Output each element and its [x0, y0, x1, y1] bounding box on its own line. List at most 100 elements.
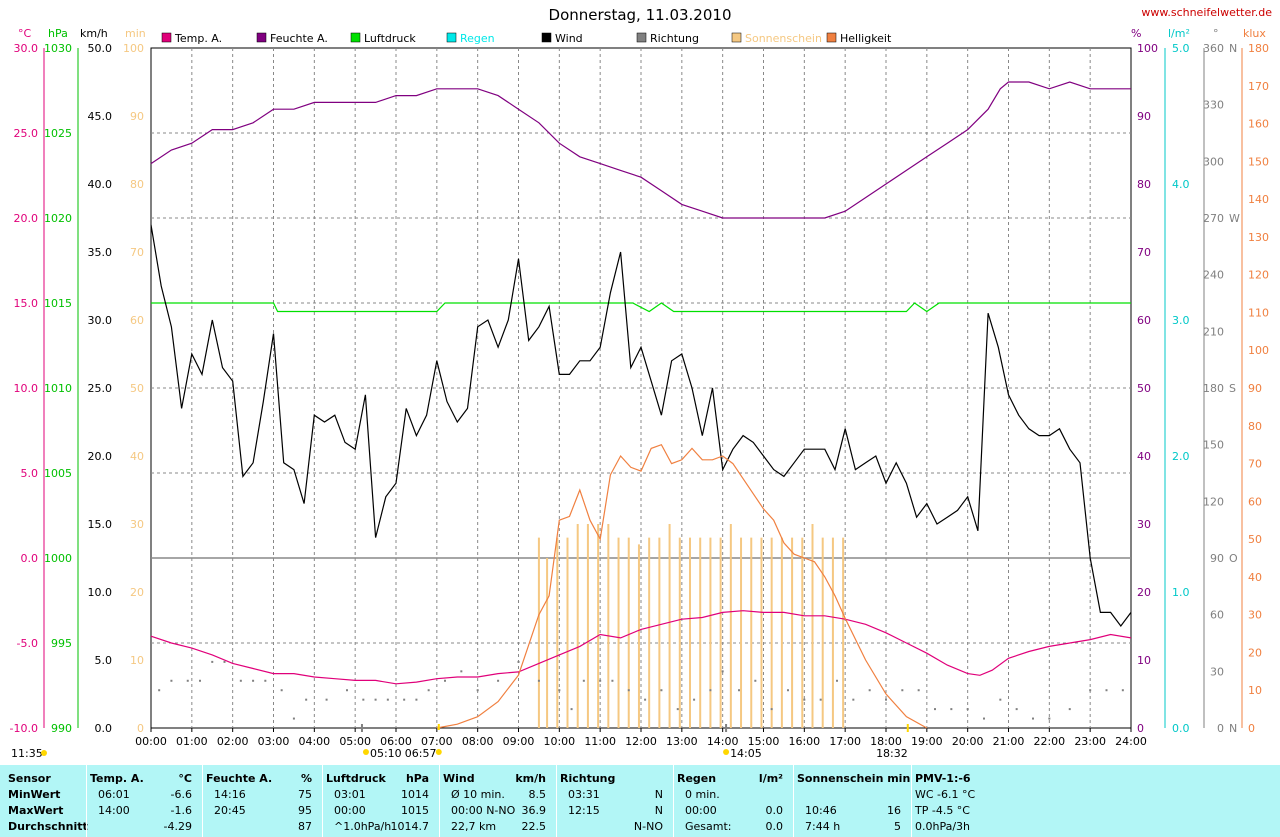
legend-item-label: Feuchte A.	[270, 32, 328, 45]
direction-point	[644, 698, 647, 701]
first-sun-icon	[435, 749, 442, 755]
x-tick-label: 22:00	[1033, 735, 1065, 748]
legend-swatch	[731, 32, 742, 43]
pressure-tick-label: 1015	[44, 297, 72, 310]
legend-item-label: Richtung	[650, 32, 699, 45]
brightness-tick-label: 110	[1248, 306, 1269, 319]
direction-tick-label: 60	[1210, 609, 1224, 622]
footer-cell-value: 87	[298, 820, 312, 833]
sunshine-tick-label: 100	[123, 42, 144, 55]
direction-point	[362, 698, 365, 701]
footer-cell-time: 00:00	[334, 804, 366, 817]
footer-cell-time: Gesamt:	[685, 820, 732, 833]
x-tick-label: 21:00	[993, 735, 1025, 748]
chart-axes: -10.0 -5.0 0.0 5.0 10.0 15.0 20.0 25.0 30.0 990 99…	[10, 42, 1269, 748]
sunshine-bars	[537, 524, 845, 728]
noon-time-label: 14:05	[730, 747, 762, 760]
footer-column-header: Feuchte A.	[206, 772, 273, 785]
sunshine-tick-label: 50	[130, 382, 144, 395]
direction-point	[280, 689, 283, 692]
x-tick-label: 02:00	[217, 735, 249, 748]
direction-point	[199, 679, 201, 682]
footer-column-separator	[556, 765, 557, 837]
rain-tick-label: 4.0	[1172, 178, 1190, 191]
direction-point	[415, 698, 418, 701]
brightness-tick-label: 170	[1248, 80, 1269, 93]
footer-column-separator	[911, 765, 912, 837]
footer-cell-time: 06:01	[98, 788, 130, 801]
direction-point	[427, 689, 430, 692]
sunshine-tick-label: 10	[130, 654, 144, 667]
footer-column-unit: hPa	[405, 772, 429, 785]
footer-cell-value: 1014	[401, 788, 429, 801]
direction-letter-label: N	[1229, 722, 1237, 735]
legend-swatch	[256, 32, 267, 43]
direction-point	[1121, 689, 1124, 692]
direction-point	[709, 689, 712, 692]
brightness-tick-label: 150	[1248, 155, 1269, 168]
sunshine-unit-label: min	[125, 27, 146, 40]
x-tick-label: 15:00	[748, 735, 780, 748]
direction-point	[403, 698, 406, 701]
footer-cell-value: -1.6	[170, 804, 192, 817]
direction-tick-label: 180	[1203, 382, 1224, 395]
direction-point	[211, 660, 214, 663]
direction-point	[787, 689, 789, 692]
bottom-left-sun-icon	[41, 750, 47, 756]
direction-point	[966, 708, 969, 711]
direction-point	[517, 660, 520, 663]
brightness-tick-label: 180	[1248, 42, 1269, 55]
direction-point	[374, 698, 377, 701]
direction-point	[599, 679, 602, 682]
wind-tick-label: 15.0	[88, 518, 113, 531]
x-tick-label: 09:00	[503, 735, 535, 748]
wind-tick-label: 35.0	[88, 246, 113, 259]
sunrise-icon	[362, 749, 369, 755]
direction-tick-label: 0	[1217, 722, 1224, 735]
sunshine-tick-label: 70	[130, 246, 144, 259]
direction-point	[885, 698, 887, 701]
footer-column-separator	[202, 765, 203, 837]
rain-tick-label: 0.0	[1172, 722, 1190, 735]
x-tick-label: 08:00	[462, 735, 494, 748]
footer-column-header: Wind	[443, 772, 475, 785]
statistics-footer: Sensor MinWert MaxWert Durchschnitt Temp…	[0, 765, 1280, 837]
brightness-tick-label: 40	[1248, 571, 1262, 584]
x-tick-label: 24:00	[1115, 735, 1147, 748]
pressure-tick-label: 990	[51, 722, 72, 735]
direction-tick-label: 120	[1203, 495, 1224, 508]
direction-point	[1105, 689, 1108, 692]
footer-column-header: PMV-1:-6	[915, 772, 971, 785]
direction-point	[223, 660, 226, 663]
x-tick-label: 23:00	[1074, 735, 1106, 748]
direction-point	[386, 698, 389, 701]
direction-tick-label: 300	[1203, 155, 1224, 168]
direction-letter-label: W	[1229, 212, 1240, 225]
humidity-tick-label: 80	[1137, 178, 1151, 191]
direction-point	[497, 679, 500, 682]
direction-point	[305, 698, 308, 701]
footer-column-separator	[86, 765, 87, 837]
direction-tick-label: 210	[1203, 325, 1224, 338]
footer-column-unit: %	[300, 772, 312, 785]
direction-point	[852, 698, 855, 701]
x-tick-label: 07:00	[421, 735, 453, 748]
x-tick-label: 12:00	[625, 735, 657, 748]
sunshine-tick-label: 80	[130, 178, 144, 191]
footer-row-label: Durchschnitt	[8, 820, 88, 833]
legend-item-label: Regen	[460, 32, 495, 45]
humidity-tick-label: 90	[1137, 110, 1151, 123]
brightness-tick-label: 30	[1248, 609, 1262, 622]
direction-point	[186, 679, 189, 682]
luftdruck-line	[151, 302, 1131, 313]
rain-tick-label: 3.0	[1172, 314, 1190, 327]
sunshine-tick-label: 40	[130, 450, 144, 463]
noon-icon	[723, 749, 730, 755]
footer-cell-time: 00:00 N-NO	[451, 804, 516, 817]
humidity-tick-label: 0	[1137, 722, 1144, 735]
direction-letter-label: N	[1229, 42, 1237, 55]
footer-cell-value: 22.5	[521, 820, 547, 833]
x-tick-label: 00:00	[135, 735, 167, 748]
bottom-left-time-label: 11:35	[11, 747, 43, 760]
humidity-tick-label: 50	[1137, 382, 1151, 395]
